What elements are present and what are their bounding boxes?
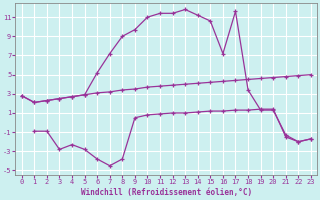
X-axis label: Windchill (Refroidissement éolien,°C): Windchill (Refroidissement éolien,°C) xyxy=(81,188,252,197)
